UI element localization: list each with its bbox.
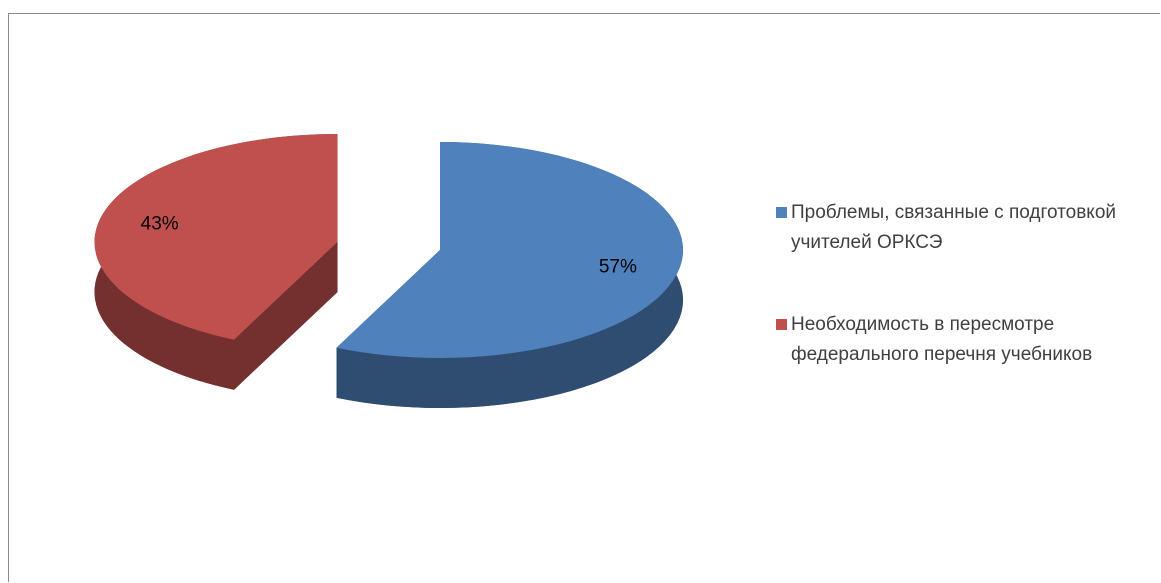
slice-top — [94, 133, 338, 340]
legend-label: Проблемы, связанные с подготовкой учител… — [791, 202, 1117, 253]
data-label: 43% — [141, 213, 179, 234]
data-label: 57% — [599, 257, 637, 278]
chart-frame — [8, 13, 1160, 582]
pie-slice — [336, 142, 683, 408]
slice-top — [336, 142, 683, 359]
legend-item: Необходимость в пересмотре федерального … — [776, 310, 1156, 370]
legend-label: Необходимость в пересмотре федерального … — [791, 314, 1093, 365]
legend-swatch — [776, 319, 787, 330]
slice-wall — [234, 241, 338, 390]
legend-item: Проблемы, связанные с подготовкой учител… — [776, 198, 1156, 258]
pie-slice — [94, 133, 338, 390]
legend-swatch — [776, 207, 787, 218]
